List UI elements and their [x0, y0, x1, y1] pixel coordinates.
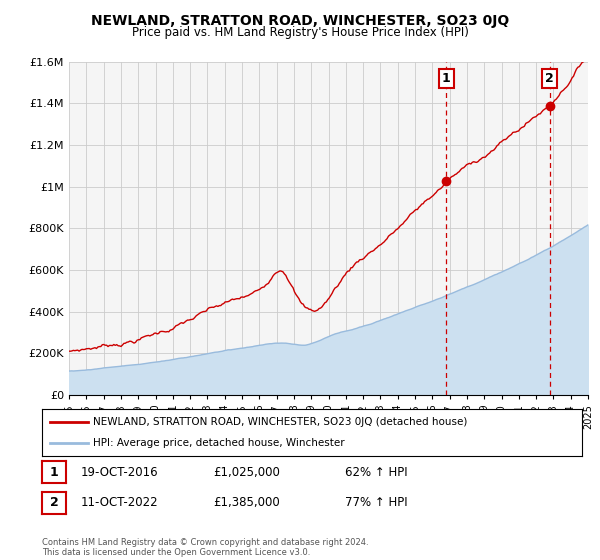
Text: 2: 2 — [545, 72, 554, 85]
Text: Price paid vs. HM Land Registry's House Price Index (HPI): Price paid vs. HM Land Registry's House … — [131, 26, 469, 39]
Text: 1: 1 — [50, 465, 58, 479]
Text: £1,385,000: £1,385,000 — [213, 496, 280, 510]
Text: NEWLAND, STRATTON ROAD, WINCHESTER, SO23 0JQ (detached house): NEWLAND, STRATTON ROAD, WINCHESTER, SO23… — [94, 417, 467, 427]
Text: £1,025,000: £1,025,000 — [213, 465, 280, 479]
Text: Contains HM Land Registry data © Crown copyright and database right 2024.
This d: Contains HM Land Registry data © Crown c… — [42, 538, 368, 557]
Text: HPI: Average price, detached house, Winchester: HPI: Average price, detached house, Winc… — [94, 438, 345, 448]
Text: 2: 2 — [50, 496, 58, 510]
Text: 77% ↑ HPI: 77% ↑ HPI — [345, 496, 407, 510]
Text: 11-OCT-2022: 11-OCT-2022 — [81, 496, 158, 510]
Text: 62% ↑ HPI: 62% ↑ HPI — [345, 465, 407, 479]
Text: NEWLAND, STRATTON ROAD, WINCHESTER, SO23 0JQ: NEWLAND, STRATTON ROAD, WINCHESTER, SO23… — [91, 14, 509, 28]
Text: 19-OCT-2016: 19-OCT-2016 — [81, 465, 158, 479]
Text: 1: 1 — [442, 72, 451, 85]
